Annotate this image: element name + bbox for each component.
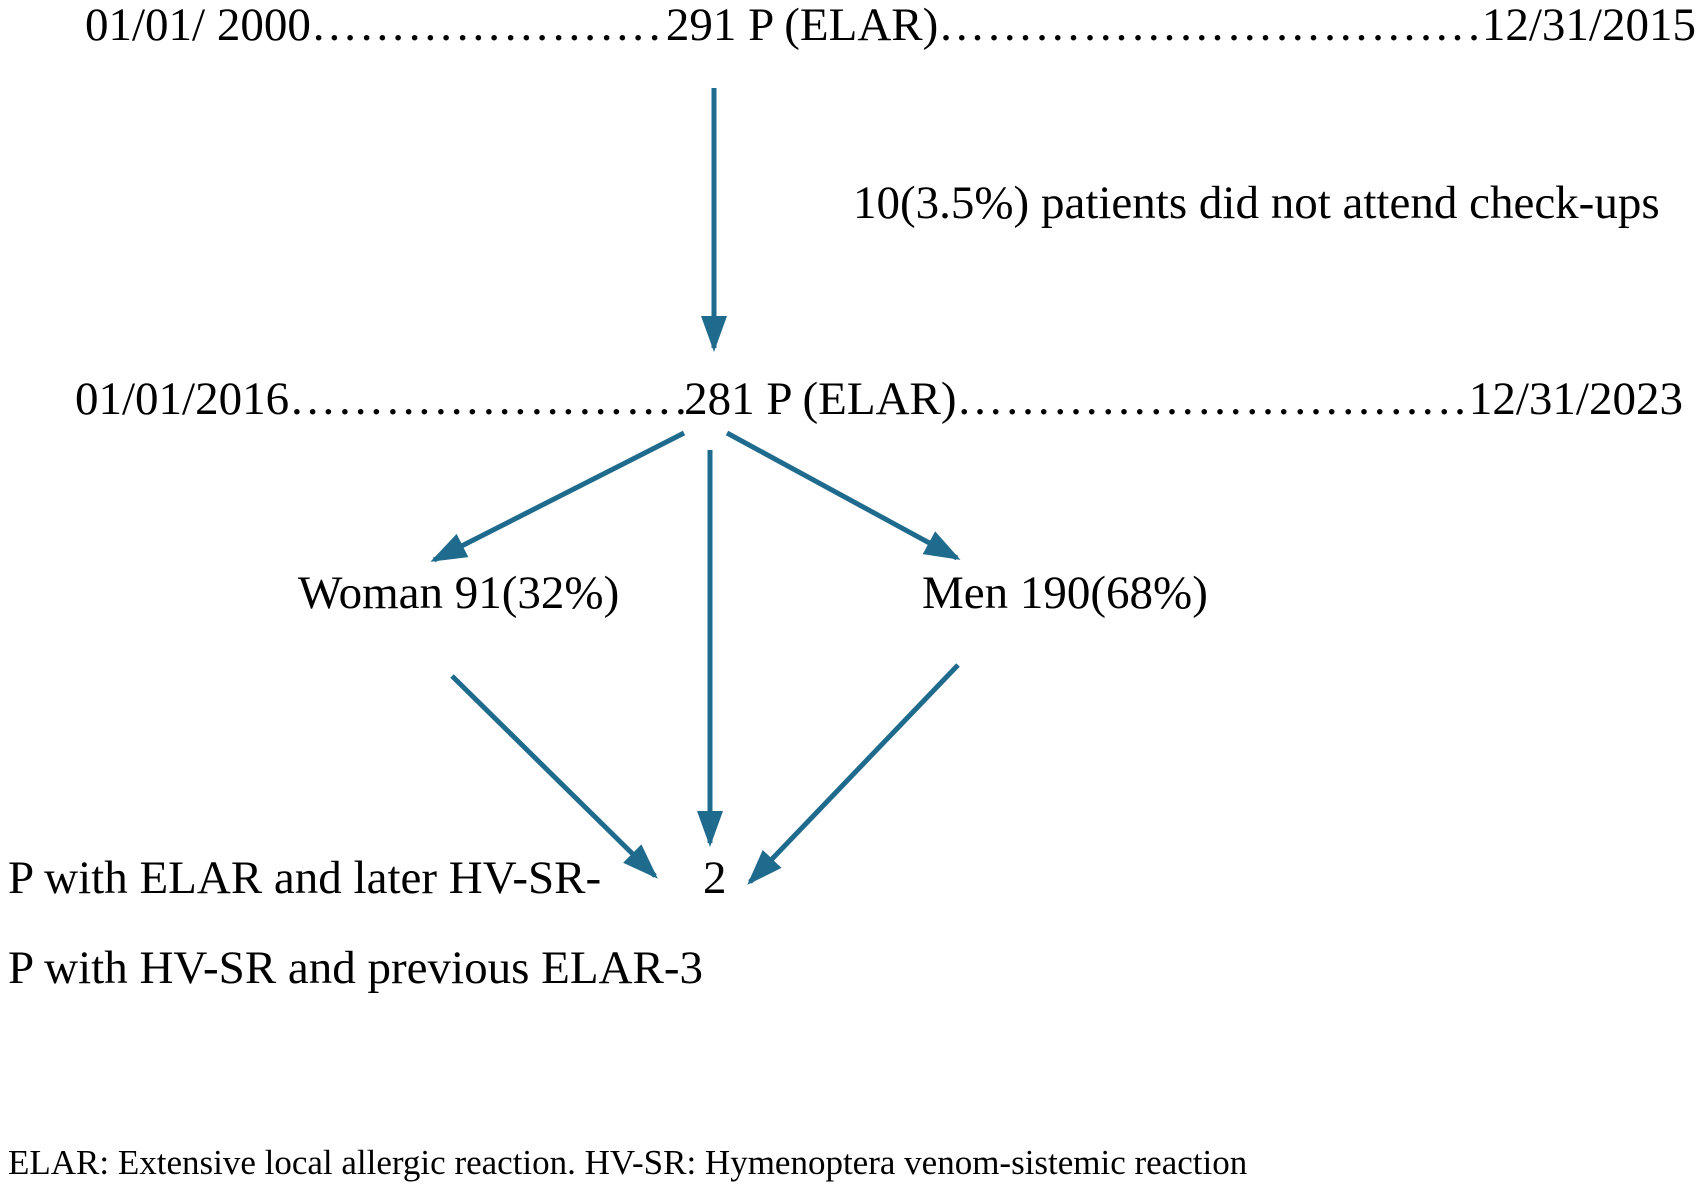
timeline-2000-2015: 01/01/ 2000 ……………………………………… 291 P (ELAR)… (85, 0, 1696, 52)
arrow-281-to-woman (430, 430, 686, 563)
outcome-elar-hvsr-label: P with ELAR and later HV-SR- (8, 852, 602, 904)
dot-leader: ……………………………………… (938, 0, 1482, 51)
cohort-291-label: 291 P (ELAR) (665, 0, 939, 51)
start-date-2000: 01/01/ 2000 (85, 0, 311, 51)
arrow-men-to-count (747, 663, 960, 885)
branch-woman-label: Woman 91(32%) (298, 567, 620, 619)
arrow-woman-to-count (450, 674, 658, 879)
outcome-elar-hvsr-value: 2 (703, 852, 727, 904)
dot-leader: ……………………………………… (289, 373, 684, 425)
arrow-281-to-men (725, 430, 961, 561)
start-date-2016: 01/01/2016 (75, 373, 290, 425)
cohort-281-label: 281 P (ELAR) (684, 373, 957, 425)
timeline-2016-2023: 01/01/2016 ……………………………………… 281 P (ELAR) … (75, 372, 1683, 426)
end-date-2015: 12/31/2015 (1481, 0, 1696, 51)
outcome-hvsr-elar-label: P with HV-SR and previous ELAR-3 (8, 942, 703, 994)
dot-leader: ……………………………………… (956, 373, 1469, 425)
end-date-2023: 12/31/2023 (1468, 373, 1683, 425)
dot-leader: ……………………………………… (310, 0, 666, 51)
dropout-note: 10(3.5%) patients did not attend check-u… (853, 177, 1660, 229)
abbreviation-footnote: ELAR: Extensive local allergic reaction.… (8, 1143, 1248, 1182)
branch-men-label: Men 190(68%) (922, 567, 1208, 619)
